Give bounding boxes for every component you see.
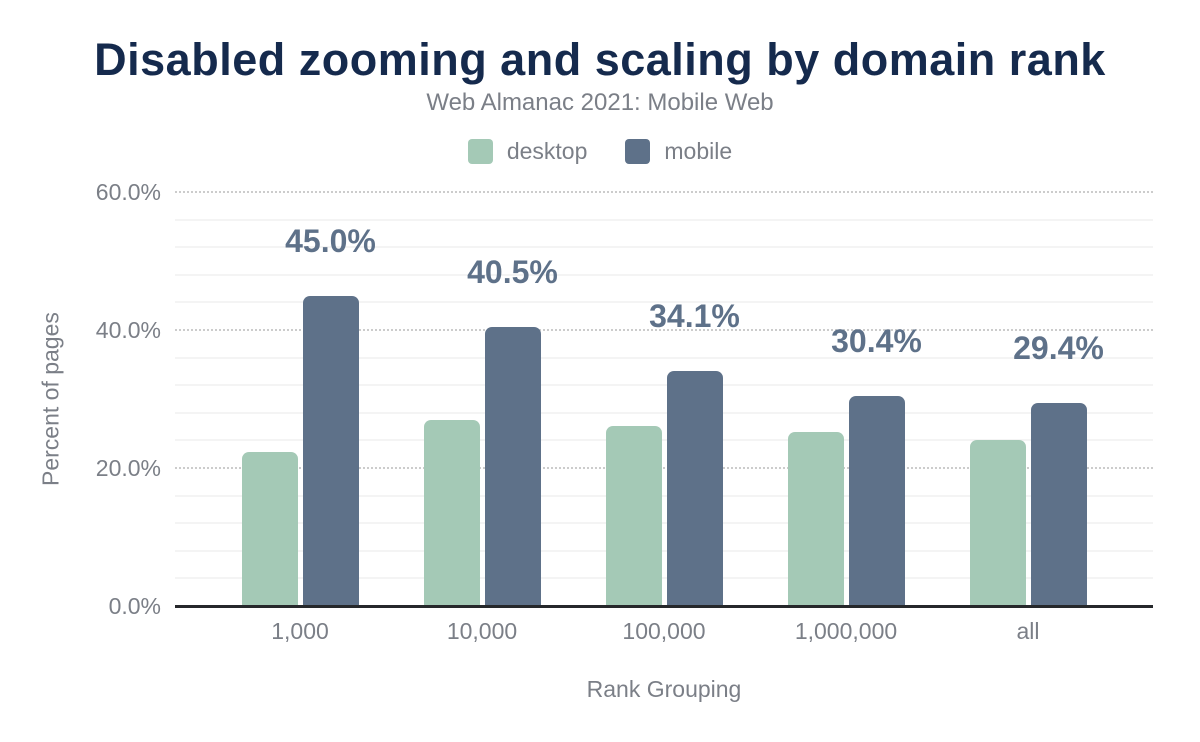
desktop-bar[interactable] (787, 432, 844, 606)
y-tick-label: 0.0% (108, 593, 161, 619)
bar-group: 40.5% (391, 192, 573, 606)
legend: desktop mobile (0, 138, 1200, 165)
y-tick-label: 40.0% (95, 317, 161, 343)
plot-area: 0.0% 20.0% 40.0% 60.0% 45.0% 1,000 40.5% 10,000… (96, 179, 1153, 644)
mobile-bar-value-label: 45.0% (285, 222, 376, 259)
desktop-bar[interactable] (969, 440, 1026, 606)
desktop-series-swatch (467, 139, 493, 164)
gridline-minor (175, 439, 1153, 442)
bar-group: 30.4% (755, 192, 937, 606)
gridline-minor (175, 246, 1153, 249)
legend-label-desktop: desktop (506, 138, 588, 164)
chart-title: Disabled zooming and scaling by domain r… (94, 34, 1106, 85)
y-tick-label: 20.0% (95, 455, 161, 481)
gridline-minor (175, 218, 1153, 221)
x-tick-label: all (1016, 618, 1040, 644)
legend-item-mobile[interactable]: mobile (625, 138, 732, 165)
desktop-bar[interactable] (605, 425, 662, 606)
legend-label-mobile: mobile (664, 138, 733, 164)
mobile-bar[interactable] (302, 295, 359, 606)
y-axis-title: Percent of pages (37, 312, 64, 486)
gridline-minor (175, 522, 1153, 525)
chart-subtitle: Web Almanac 2021: Mobile Web (426, 89, 774, 116)
bar-group: 34.1% (573, 192, 755, 606)
x-axis-line (175, 605, 1153, 608)
x-tick-label: 1,000,000 (794, 618, 898, 644)
bar-group: 45.0% (209, 192, 391, 606)
x-tick-label: 1,000 (271, 618, 329, 644)
gridline-minor (175, 384, 1153, 387)
gridline-major (175, 467, 1153, 469)
legend-item-desktop[interactable]: desktop (467, 138, 588, 165)
desktop-bar[interactable] (241, 452, 298, 606)
x-tick-label: 100,000 (622, 618, 706, 644)
desktop-bar[interactable] (423, 420, 480, 606)
mobile-bar-value-label: 34.1% (649, 297, 740, 334)
bar-group: 29.4% (937, 192, 1119, 606)
gridline-major (175, 191, 1153, 193)
gridline-minor (175, 577, 1153, 580)
gridline-minor (175, 356, 1153, 359)
mobile-bar[interactable] (1030, 403, 1087, 606)
x-axis-title: Rank Grouping (586, 676, 742, 702)
gridline-minor (175, 273, 1153, 276)
mobile-bar-value-label: 40.5% (467, 253, 558, 290)
gridline-minor (175, 494, 1153, 497)
mobile-bar[interactable] (666, 370, 723, 606)
gridline-minor (175, 301, 1153, 304)
mobile-bar-value-label: 30.4% (831, 323, 922, 360)
gridline-major (175, 329, 1153, 331)
mobile-bar[interactable] (848, 396, 905, 606)
gridline-minor (175, 549, 1153, 552)
x-tick-label: 10,000 (446, 618, 518, 644)
mobile-bar[interactable] (484, 326, 541, 606)
mobile-bar-value-label: 29.4% (1013, 330, 1104, 367)
mobile-series-swatch (625, 139, 651, 164)
y-tick-label: 60.0% (95, 179, 161, 205)
gridline-minor (175, 411, 1153, 414)
